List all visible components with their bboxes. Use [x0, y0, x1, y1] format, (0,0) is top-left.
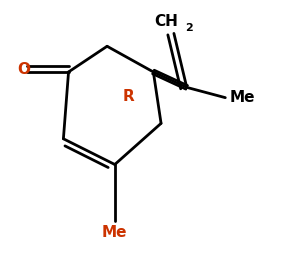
Text: O: O — [17, 62, 30, 77]
Text: 2: 2 — [185, 23, 193, 33]
Text: R: R — [123, 89, 135, 104]
Text: Me: Me — [102, 225, 128, 240]
Text: Me: Me — [229, 90, 255, 105]
Text: CH: CH — [154, 14, 178, 29]
